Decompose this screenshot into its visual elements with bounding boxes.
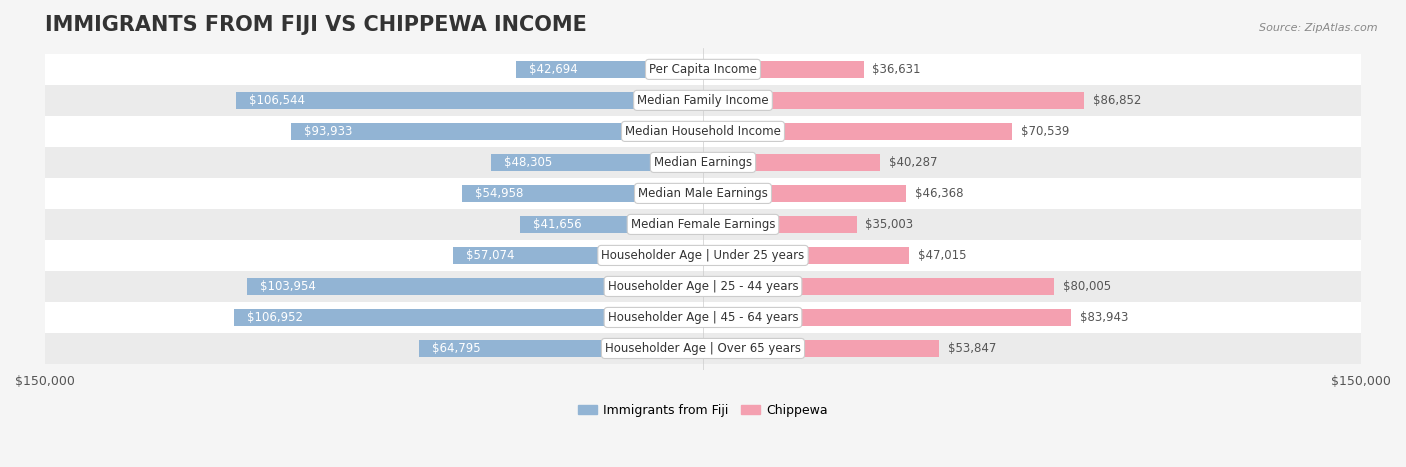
Text: $48,305: $48,305 [505,156,553,169]
Bar [703,247,910,264]
Text: $41,656: $41,656 [533,218,582,231]
Text: $40,287: $40,287 [889,156,936,169]
Bar [45,116,1361,147]
Bar [236,92,703,109]
Bar [45,85,1361,116]
Bar [453,247,703,264]
Text: Source: ZipAtlas.com: Source: ZipAtlas.com [1260,23,1378,33]
Bar [291,123,703,140]
Text: $106,952: $106,952 [247,311,302,324]
Text: Householder Age | Under 25 years: Householder Age | Under 25 years [602,249,804,262]
Bar [45,147,1361,178]
Text: Median Earnings: Median Earnings [654,156,752,169]
Bar [520,216,703,233]
Text: Median Family Income: Median Family Income [637,94,769,107]
Text: $53,847: $53,847 [948,342,997,355]
Text: Householder Age | 45 - 64 years: Householder Age | 45 - 64 years [607,311,799,324]
Bar [45,333,1361,364]
Bar [703,154,880,171]
Text: $103,954: $103,954 [260,280,316,293]
Text: $70,539: $70,539 [1021,125,1070,138]
Text: Median Female Earnings: Median Female Earnings [631,218,775,231]
Text: $57,074: $57,074 [465,249,515,262]
Bar [703,278,1054,295]
Bar [463,185,703,202]
Bar [703,123,1012,140]
Text: IMMIGRANTS FROM FIJI VS CHIPPEWA INCOME: IMMIGRANTS FROM FIJI VS CHIPPEWA INCOME [45,15,586,35]
Text: $83,943: $83,943 [1080,311,1129,324]
Text: $80,005: $80,005 [1063,280,1111,293]
Bar [703,92,1084,109]
Bar [703,309,1071,326]
Bar [703,61,863,78]
Text: Householder Age | 25 - 44 years: Householder Age | 25 - 44 years [607,280,799,293]
Bar [45,209,1361,240]
Text: $36,631: $36,631 [873,63,921,76]
Legend: Immigrants from Fiji, Chippewa: Immigrants from Fiji, Chippewa [574,399,832,422]
Bar [419,340,703,357]
Text: Median Household Income: Median Household Income [626,125,780,138]
Bar [45,178,1361,209]
Text: $47,015: $47,015 [918,249,966,262]
Bar [703,216,856,233]
Text: $93,933: $93,933 [304,125,353,138]
Bar [45,54,1361,85]
Text: Householder Age | Over 65 years: Householder Age | Over 65 years [605,342,801,355]
Bar [516,61,703,78]
Bar [703,185,907,202]
Bar [703,340,939,357]
Text: $106,544: $106,544 [249,94,305,107]
Text: Median Male Earnings: Median Male Earnings [638,187,768,200]
Text: $64,795: $64,795 [432,342,481,355]
Bar [233,309,703,326]
Text: Per Capita Income: Per Capita Income [650,63,756,76]
Text: $46,368: $46,368 [915,187,963,200]
Bar [491,154,703,171]
Text: $86,852: $86,852 [1092,94,1142,107]
Text: $35,003: $35,003 [865,218,914,231]
Text: $54,958: $54,958 [475,187,523,200]
Bar [247,278,703,295]
Bar [45,271,1361,302]
Bar [45,240,1361,271]
Bar [45,302,1361,333]
Text: $42,694: $42,694 [529,63,578,76]
